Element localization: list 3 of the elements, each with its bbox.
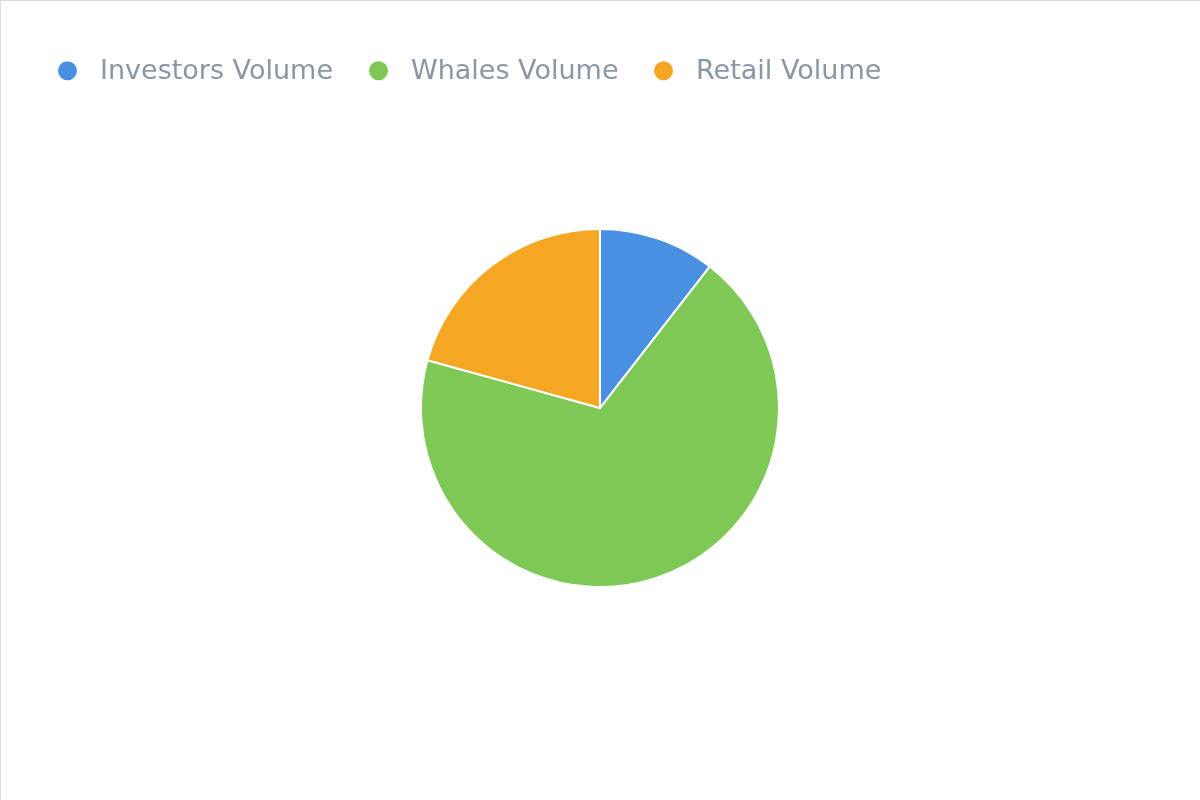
legend-label: Whales Volume: [411, 53, 619, 85]
legend-label: Retail Volume: [696, 53, 882, 85]
legend-label: Investors Volume: [100, 53, 334, 85]
